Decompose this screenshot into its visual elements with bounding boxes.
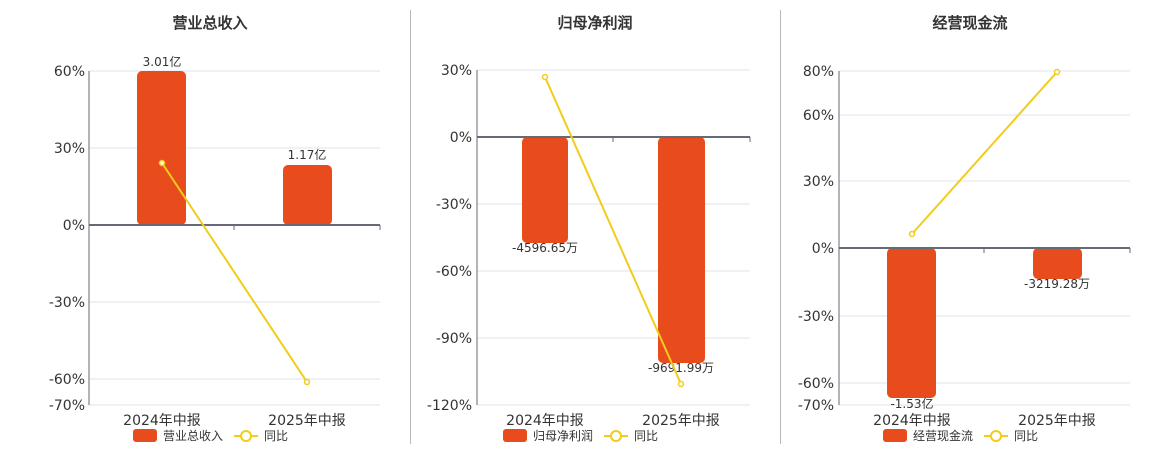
grid-lines	[89, 70, 380, 406]
svg-text:-90%: -90%	[436, 331, 472, 347]
chart-svg: 60% 30% 0% -30% -60% -70% 3.01亿 1.17亿 20…	[49, 54, 381, 443]
svg-text:0%: 0%	[812, 241, 834, 257]
svg-text:-120%: -120%	[427, 398, 472, 414]
legend-bar-swatch	[133, 429, 157, 442]
panel-divider	[780, 10, 781, 444]
svg-text:80%: 80%	[803, 64, 834, 80]
bar-label: 3.01亿	[143, 54, 182, 69]
bar-label: -4596.65万	[512, 241, 578, 255]
x-label: 2024年中报	[506, 413, 584, 429]
chart-title: 归母净利润	[557, 14, 633, 32]
x-label: 2025年中报	[642, 413, 720, 429]
chart-title: 经营现金流	[932, 14, 1008, 32]
svg-text:同比: 同比	[1014, 429, 1038, 443]
svg-text:归母净利润: 归母净利润	[533, 429, 593, 443]
svg-text:-70%: -70%	[798, 398, 834, 414]
svg-text:经营现金流: 经营现金流	[913, 428, 973, 443]
x-label: 2025年中报	[268, 413, 346, 429]
yoy-point[interactable]	[1053, 68, 1061, 76]
x-label: 2025年中报	[1018, 413, 1096, 429]
svg-text:同比: 同比	[264, 429, 288, 443]
svg-text:-70%: -70%	[49, 398, 85, 414]
bar-2025[interactable]	[658, 137, 705, 363]
yoy-point[interactable]	[908, 230, 916, 238]
y-axis-labels: 80% 60% 30% 0% -30% -60% -70%	[798, 64, 834, 414]
svg-text:-30%: -30%	[49, 295, 85, 311]
bar-label: -3219.28万	[1024, 277, 1090, 291]
svg-text:营业总收入: 营业总收入	[163, 429, 223, 443]
x-label: 2024年中报	[873, 413, 951, 429]
bar-2024[interactable]	[522, 137, 568, 243]
chart-title: 营业总收入	[172, 14, 248, 32]
bar-2025[interactable]	[283, 165, 332, 225]
grid-lines	[839, 70, 1130, 406]
svg-text:-30%: -30%	[798, 309, 834, 325]
yoy-point[interactable]	[677, 380, 685, 388]
yoy-line	[544, 76, 682, 385]
chart-panel-net-profit: 归母净利润 30% 0% -30% -60% -90% -120% -4596.…	[427, 14, 751, 443]
chart-svg: 30% 0% -30% -60% -90% -120% -4596.65万 -9…	[427, 63, 751, 443]
legend-bar-swatch	[883, 429, 907, 442]
legend[interactable]: 归母净利润 同比	[503, 429, 658, 443]
yoy-line	[161, 162, 308, 383]
legend[interactable]: 营业总收入 同比	[133, 429, 288, 443]
chart-panel-revenue: 营业总收入 60% 30% 0% -30% -60% -70% 3.01亿 1.…	[0, 0, 405, 450]
panel-divider	[410, 10, 411, 444]
legend[interactable]: 经营现金流 同比	[883, 428, 1038, 443]
bar-2025[interactable]	[1033, 248, 1082, 279]
y-axis-labels: 60% 30% 0% -30% -60% -70%	[49, 64, 85, 414]
svg-text:-30%: -30%	[436, 197, 472, 213]
svg-text:30%: 30%	[803, 174, 834, 190]
svg-text:60%: 60%	[54, 64, 85, 80]
svg-text:同比: 同比	[634, 429, 658, 443]
svg-text:0%: 0%	[450, 130, 472, 146]
svg-text:-60%: -60%	[436, 264, 472, 280]
yoy-line	[911, 71, 1058, 235]
yoy-point[interactable]	[158, 159, 166, 167]
x-label: 2024年中报	[123, 413, 201, 429]
legend-bar-swatch	[503, 429, 527, 442]
svg-text:-60%: -60%	[798, 376, 834, 392]
bar-label: -9691.99万	[648, 361, 714, 375]
bar-label: 1.17亿	[288, 147, 327, 162]
svg-text:-60%: -60%	[49, 372, 85, 388]
svg-text:30%: 30%	[441, 63, 472, 79]
bar-2024[interactable]	[137, 71, 186, 225]
svg-text:0%: 0%	[63, 218, 85, 234]
y-axis-labels: 30% 0% -30% -60% -90% -120%	[427, 63, 472, 414]
bar-2024[interactable]	[887, 248, 936, 398]
svg-text:30%: 30%	[54, 141, 85, 157]
svg-text:60%: 60%	[803, 108, 834, 124]
yoy-point[interactable]	[541, 73, 549, 81]
bar-label: -1.53亿	[890, 396, 933, 411]
yoy-point[interactable]	[303, 378, 311, 386]
